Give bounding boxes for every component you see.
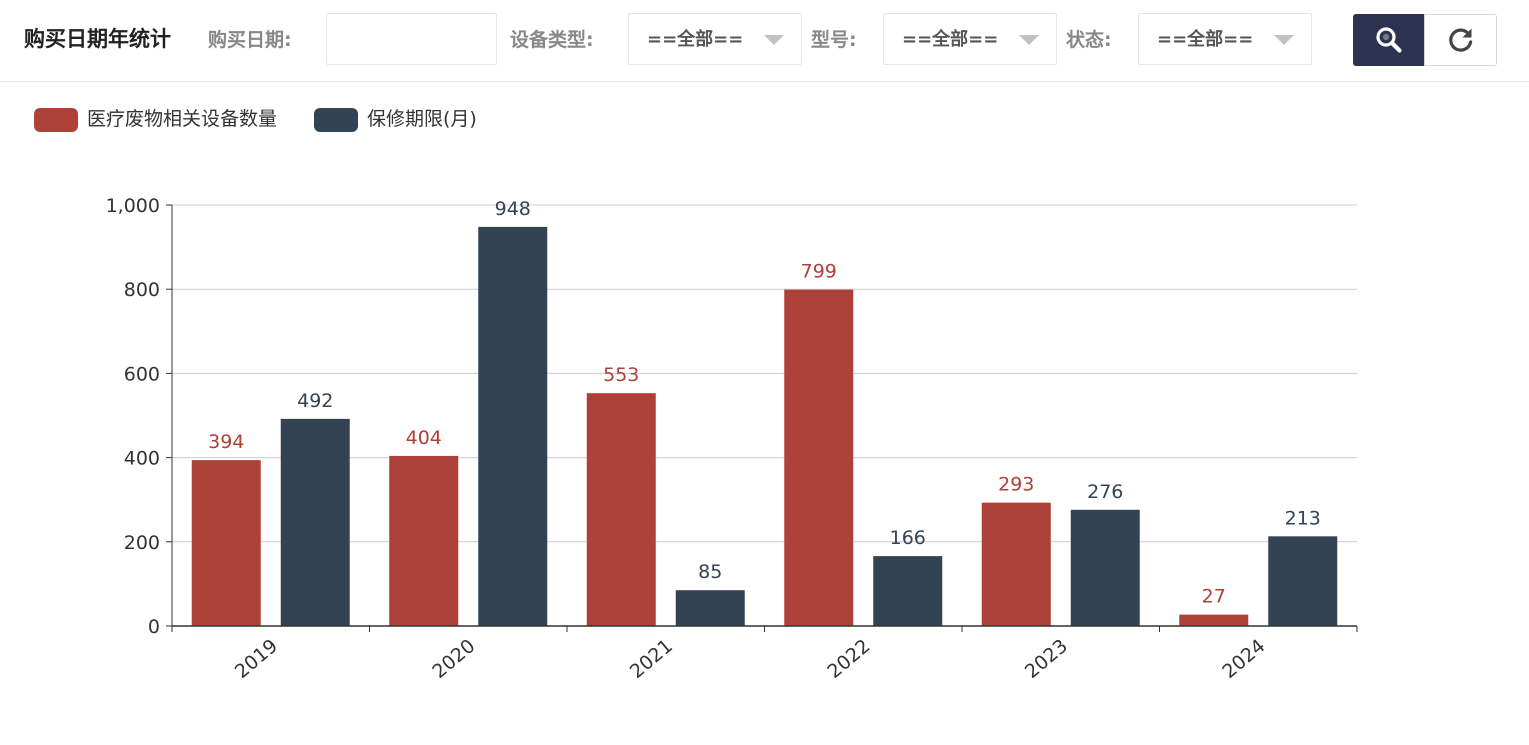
x-tick-label-2019: 2019 <box>231 635 282 683</box>
chevron-down-icon <box>1274 35 1294 45</box>
y-tick-label: 600 <box>124 363 160 385</box>
y-tick-label: 400 <box>124 448 160 470</box>
model-select-value: ==全部== <box>902 29 999 50</box>
bar-1-2021 <box>586 393 656 626</box>
bar-2-2021 <box>675 590 745 626</box>
legend-label-series-1: 医疗废物相关设备数量 <box>87 108 278 130</box>
reset-button[interactable] <box>1424 14 1497 66</box>
bar-chart: 0 200 400 600 800 1,000 394 492 404 948 553 85 799 16… <box>106 195 1358 683</box>
data-label-2-2024: 213 <box>1285 507 1321 529</box>
y-tick-label: 0 <box>148 616 160 638</box>
bar-2-2023 <box>1070 509 1140 626</box>
purchase-date-input[interactable] <box>326 13 497 65</box>
x-tick-label-2023: 2023 <box>1021 635 1072 683</box>
data-label-1-2024: 27 <box>1202 586 1226 608</box>
x-tick-label-2021: 2021 <box>626 635 677 683</box>
legend-swatch-series-1 <box>34 108 78 132</box>
bar-2-2019 <box>280 418 350 626</box>
bar-1-2020 <box>389 455 459 626</box>
x-tick-label-2024: 2024 <box>1218 635 1269 683</box>
legend-swatch-series-2 <box>314 108 358 132</box>
data-label-2-2022: 166 <box>890 527 926 549</box>
bar-1-2019 <box>191 460 261 626</box>
bar-1-2024 <box>1179 614 1249 626</box>
model-select[interactable]: ==全部== <box>883 13 1057 65</box>
chevron-down-icon <box>764 35 784 45</box>
bar-2-2020 <box>478 226 548 626</box>
status-select[interactable]: ==全部== <box>1138 13 1312 65</box>
x-tick-label-2020: 2020 <box>428 635 479 683</box>
status-label: 状态: <box>1066 29 1112 51</box>
data-label-1-2021: 553 <box>603 364 639 386</box>
search-button[interactable] <box>1353 14 1425 66</box>
y-tick-label: 800 <box>124 279 160 301</box>
data-label-2-2021: 85 <box>698 561 722 583</box>
data-label-1-2020: 404 <box>406 427 442 449</box>
device-type-label: 设备类型: <box>510 29 594 51</box>
data-label-1-2022: 799 <box>801 261 837 283</box>
bar-1-2023 <box>981 502 1051 626</box>
filter-toolbar: 购买日期年统计 购买日期: 设备类型: ==全部== 型号: ==全部== 状态… <box>0 0 1529 82</box>
device-type-select[interactable]: ==全部== <box>628 13 802 65</box>
status-select-value: ==全部== <box>1157 29 1254 50</box>
x-tick-label-2022: 2022 <box>823 635 874 683</box>
data-label-2-2023: 276 <box>1087 481 1123 503</box>
refresh-icon <box>1448 28 1472 52</box>
device-type-select-value: ==全部== <box>647 29 744 50</box>
purchase-date-label: 购买日期: <box>208 29 292 51</box>
legend-label-series-2: 保修期限(月) <box>367 108 477 130</box>
data-label-2-2019: 492 <box>297 390 333 412</box>
data-label-2-2020: 948 <box>495 198 531 220</box>
y-tick-label: 200 <box>124 532 160 554</box>
data-label-1-2019: 394 <box>208 431 244 453</box>
chevron-down-icon <box>1019 35 1039 45</box>
search-icon <box>1376 27 1402 53</box>
bar-2-2022 <box>873 556 943 626</box>
bar-1-2022 <box>784 289 854 626</box>
y-tick-label: 1,000 <box>106 195 160 217</box>
bar-2-2024 <box>1268 536 1338 626</box>
page-title: 购买日期年统计 <box>24 27 171 51</box>
data-label-1-2023: 293 <box>998 474 1034 496</box>
model-label: 型号: <box>811 29 857 51</box>
